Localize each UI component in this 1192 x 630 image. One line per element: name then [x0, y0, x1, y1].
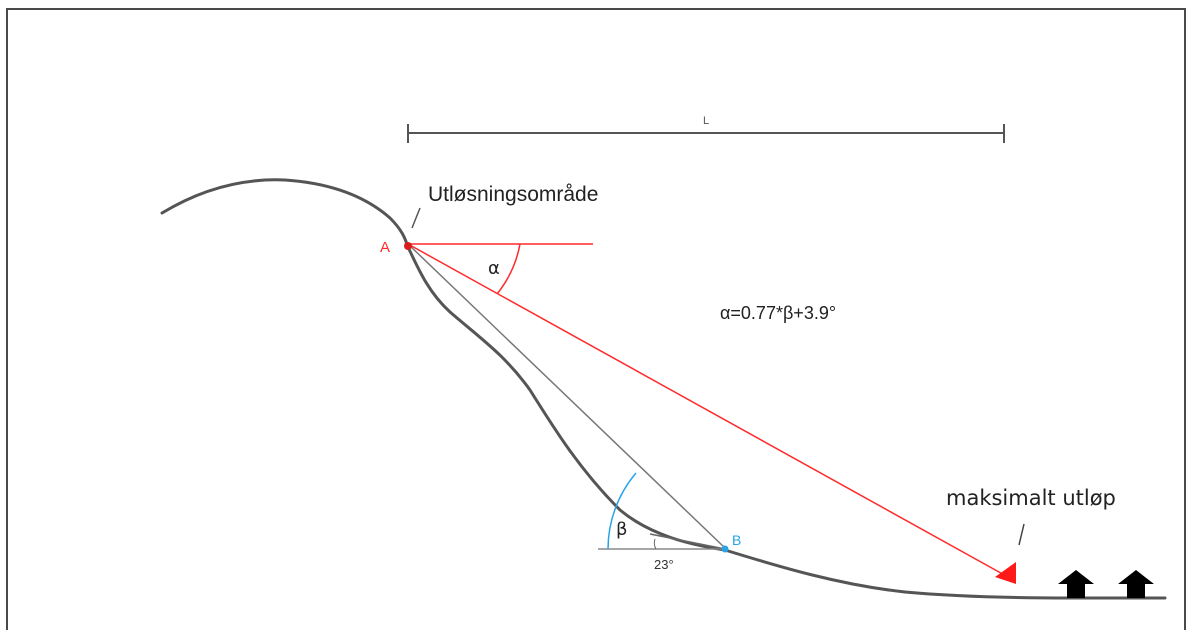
beta-arc	[607, 472, 637, 550]
slope-23-arc	[653, 538, 657, 550]
length-label: L	[703, 115, 709, 127]
max-runout-label: maksimalt utløp	[946, 486, 1116, 510]
formula-label: α=0.77*β+3.9°	[720, 303, 836, 323]
house-icon	[1058, 570, 1094, 598]
house-icon	[1118, 570, 1154, 598]
diagram-frame	[6, 8, 1186, 630]
beta-label: β	[616, 519, 628, 540]
slope-23-line	[649, 533, 726, 550]
runout-pointer	[1018, 523, 1025, 546]
point-a-label: A	[380, 239, 390, 256]
point-b-marker	[721, 545, 729, 553]
alpha-arc	[496, 243, 521, 295]
release-area-label: Utløsningsområde	[428, 183, 598, 206]
runout-marker-icon	[995, 562, 1016, 584]
alpha-line	[407, 243, 1009, 578]
release-area-pointer	[411, 207, 421, 229]
point-a-marker	[404, 242, 412, 250]
alpha-label: α	[488, 258, 500, 279]
angle-23-label: 23°	[654, 557, 674, 572]
beta-line	[407, 243, 726, 549]
point-b-label: B	[732, 532, 741, 548]
length-dimension	[407, 124, 1005, 143]
terrain-profile	[160, 178, 1167, 600]
